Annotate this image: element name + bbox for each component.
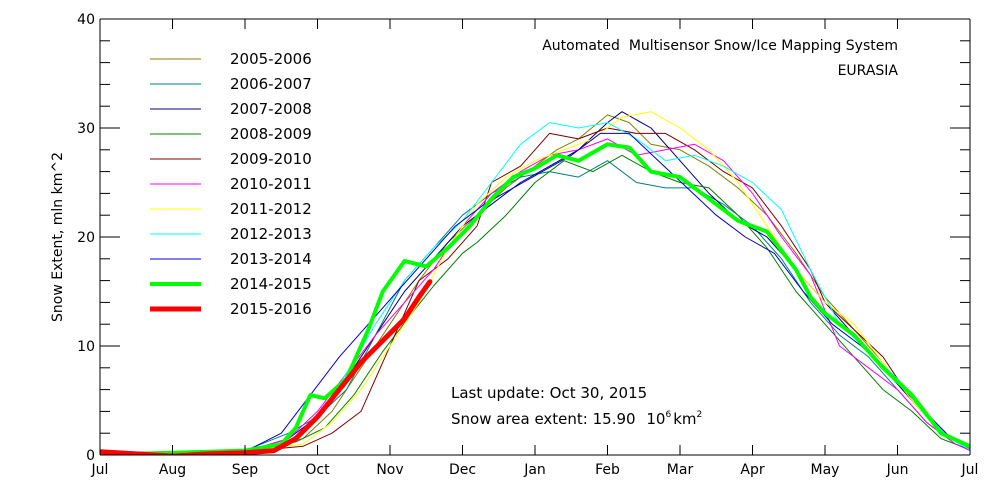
y-tick-label: 30 — [77, 121, 95, 137]
x-tick-label: May — [811, 462, 840, 478]
extent-units-km: km — [673, 410, 696, 428]
extent-units-base: 10 — [646, 410, 665, 428]
series-line-2015-2016 — [100, 279, 433, 455]
legend-label: 2006-2007 — [230, 75, 312, 93]
legend-label: 2007-2008 — [230, 100, 312, 118]
axes: 0 10 20 30 40 Jul Aug Sep Oct Nov Dec Jan Feb Mar Apr M… — [77, 12, 978, 478]
series-line-2014-2015 — [100, 142, 970, 455]
series-line-2008-2009 — [100, 154, 970, 454]
x-tick-label: Mar — [667, 462, 694, 478]
x-tick-label: Aug — [159, 462, 186, 478]
legend: 2005-2006 2006-2007 2007-2008 2008-2009 2009… — [150, 50, 312, 318]
x-tick-label: Apr — [740, 462, 764, 478]
x-tick-label: Jan — [523, 462, 546, 478]
x-tick-label: Dec — [449, 462, 476, 478]
legend-label: 2011-2012 — [230, 200, 312, 218]
extent-value: Snow area extent: 15.90 — [451, 410, 636, 428]
series-line-2009-2010 — [100, 127, 970, 454]
plot-lines — [100, 111, 970, 455]
y-axis-label: Snow Extent, mln km^2 — [50, 152, 66, 322]
series-line-2006-2007 — [100, 160, 970, 454]
y-tick-label: 0 — [86, 448, 95, 464]
extent-units-exp: 6 — [665, 410, 671, 420]
legend-label: 2015-2016 — [230, 300, 312, 318]
snow-area-extent-note: Snow area extent: 15.90 106 km2 — [451, 410, 702, 428]
x-tick-label: Jun — [886, 462, 909, 478]
legend-label: 2013-2014 — [230, 250, 312, 268]
legend-label: 2005-2006 — [230, 50, 312, 68]
legend-label: 2009-2010 — [230, 150, 312, 168]
x-tick-label: Oct — [305, 462, 330, 478]
x-tick-label: Sep — [232, 462, 259, 478]
y-tick-label: 10 — [77, 339, 95, 355]
series-line-2013-2014 — [100, 132, 970, 454]
x-tick-label: Jul — [961, 462, 979, 478]
extent-units-sq: 2 — [697, 410, 703, 420]
legend-label: 2008-2009 — [230, 125, 312, 143]
x-tick-label: Feb — [595, 462, 620, 478]
last-update-note: Last update: Oct 30, 2015 — [451, 384, 647, 402]
x-tick-label: Jul — [91, 462, 109, 478]
legend-label: 2014-2015 — [230, 275, 312, 293]
legend-label: 2010-2011 — [230, 175, 312, 193]
y-tick-label: 40 — [77, 12, 95, 28]
chart-title: Automated Multisensor Snow/Ice Mapping S… — [542, 38, 898, 54]
x-tick-label: Nov — [376, 462, 403, 478]
chart-subtitle: EURASIA — [838, 63, 899, 79]
y-tick-label: 20 — [77, 230, 95, 246]
legend-label: 2012-2013 — [230, 225, 312, 243]
